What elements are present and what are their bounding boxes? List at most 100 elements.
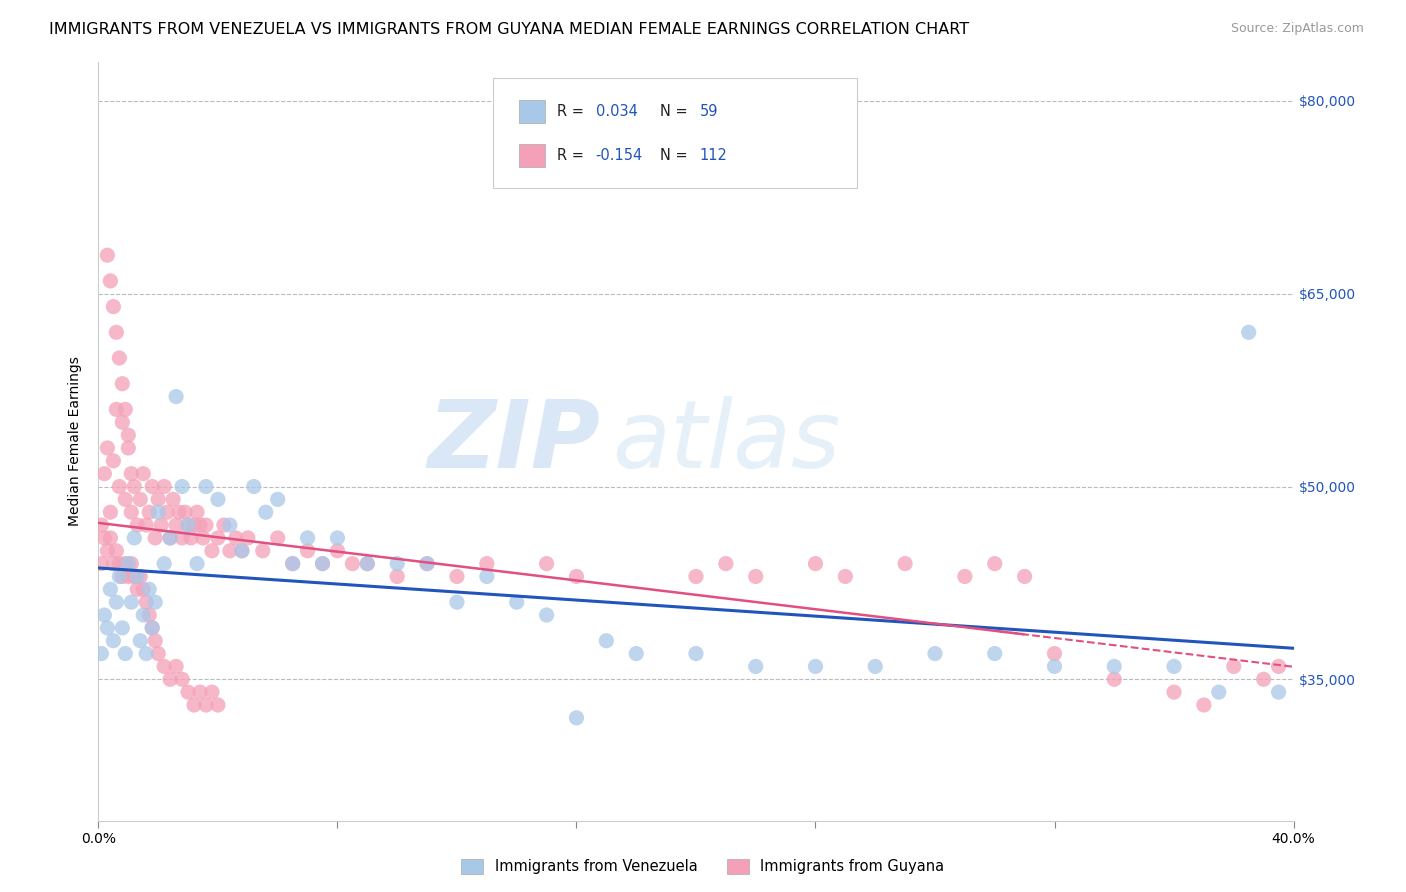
Point (626, 647, 648, 661)
Point (1237, 326, 1260, 340)
Point (267, 531, 290, 545)
Point (595, 633, 617, 648)
Point (108, 479, 131, 493)
Point (138, 607, 160, 622)
Point (281, 557, 304, 571)
Point (745, 569, 768, 583)
Point (685, 647, 707, 661)
Point (132, 582, 155, 597)
FancyBboxPatch shape (519, 101, 546, 123)
Point (207, 531, 229, 545)
Point (148, 647, 170, 661)
Point (143, 633, 166, 648)
Text: R =: R = (557, 104, 589, 120)
Point (416, 557, 439, 571)
Point (167, 505, 190, 519)
Point (114, 647, 136, 661)
Point (120, 467, 142, 481)
Point (114, 402, 136, 417)
Point (117, 557, 139, 571)
Point (132, 607, 155, 622)
Point (162, 492, 184, 507)
Point (231, 543, 253, 558)
Point (114, 492, 136, 507)
Point (219, 543, 242, 558)
Point (105, 543, 128, 558)
Point (1163, 659, 1185, 673)
Point (129, 492, 152, 507)
Point (135, 647, 157, 661)
Point (195, 698, 218, 712)
Point (98, 582, 122, 597)
Point (103, 454, 125, 468)
Point (195, 479, 218, 493)
Point (984, 557, 1007, 571)
Text: IMMIGRANTS FROM VENEZUELA VS IMMIGRANTS FROM GUYANA MEDIAN FEMALE EARNINGS CORRE: IMMIGRANTS FROM VENEZUELA VS IMMIGRANTS … (49, 22, 969, 37)
Point (311, 557, 333, 571)
Point (172, 531, 194, 545)
Point (96, 543, 118, 558)
Point (924, 647, 946, 661)
Point (105, 595, 128, 609)
Point (177, 685, 200, 699)
Point (236, 531, 259, 545)
Point (143, 595, 166, 609)
FancyBboxPatch shape (494, 78, 858, 187)
Point (156, 505, 179, 519)
Point (191, 531, 214, 545)
Point (565, 711, 588, 725)
FancyBboxPatch shape (519, 144, 546, 167)
Point (267, 492, 290, 507)
Point (165, 659, 187, 673)
Point (159, 531, 181, 545)
Point (1253, 673, 1275, 687)
Point (114, 557, 136, 571)
Point (297, 543, 319, 558)
Point (124, 531, 146, 545)
Point (183, 698, 205, 712)
Point (865, 659, 887, 673)
Point (150, 518, 173, 533)
Point (127, 518, 149, 533)
Point (111, 569, 134, 583)
Point (1163, 685, 1185, 699)
Point (385, 569, 409, 583)
Point (1208, 685, 1230, 699)
Point (96, 248, 118, 262)
Point (416, 557, 439, 571)
Point (165, 390, 187, 404)
Point (172, 479, 194, 493)
Point (1043, 647, 1066, 661)
Point (311, 557, 333, 571)
Point (207, 492, 229, 507)
Point (506, 595, 529, 609)
Point (129, 633, 152, 648)
Point (356, 557, 378, 571)
Point (186, 505, 208, 519)
Point (141, 479, 163, 493)
Point (143, 531, 166, 545)
Point (281, 557, 304, 571)
Point (183, 518, 205, 533)
Y-axis label: Median Female Earnings: Median Female Earnings (69, 357, 83, 526)
Point (98, 505, 122, 519)
Point (93, 467, 115, 481)
Point (225, 531, 247, 545)
Point (105, 402, 128, 417)
Point (177, 518, 200, 533)
Point (446, 569, 468, 583)
Point (153, 557, 176, 571)
Point (103, 300, 125, 314)
Point (212, 518, 235, 533)
Point (188, 685, 211, 699)
Point (148, 505, 170, 519)
Point (342, 557, 364, 571)
Point (108, 557, 131, 571)
Point (103, 557, 125, 571)
Text: ZIP: ZIP (427, 395, 600, 488)
Point (565, 569, 588, 583)
Point (1014, 569, 1036, 583)
Point (148, 492, 170, 507)
Point (536, 557, 558, 571)
Point (180, 531, 202, 545)
